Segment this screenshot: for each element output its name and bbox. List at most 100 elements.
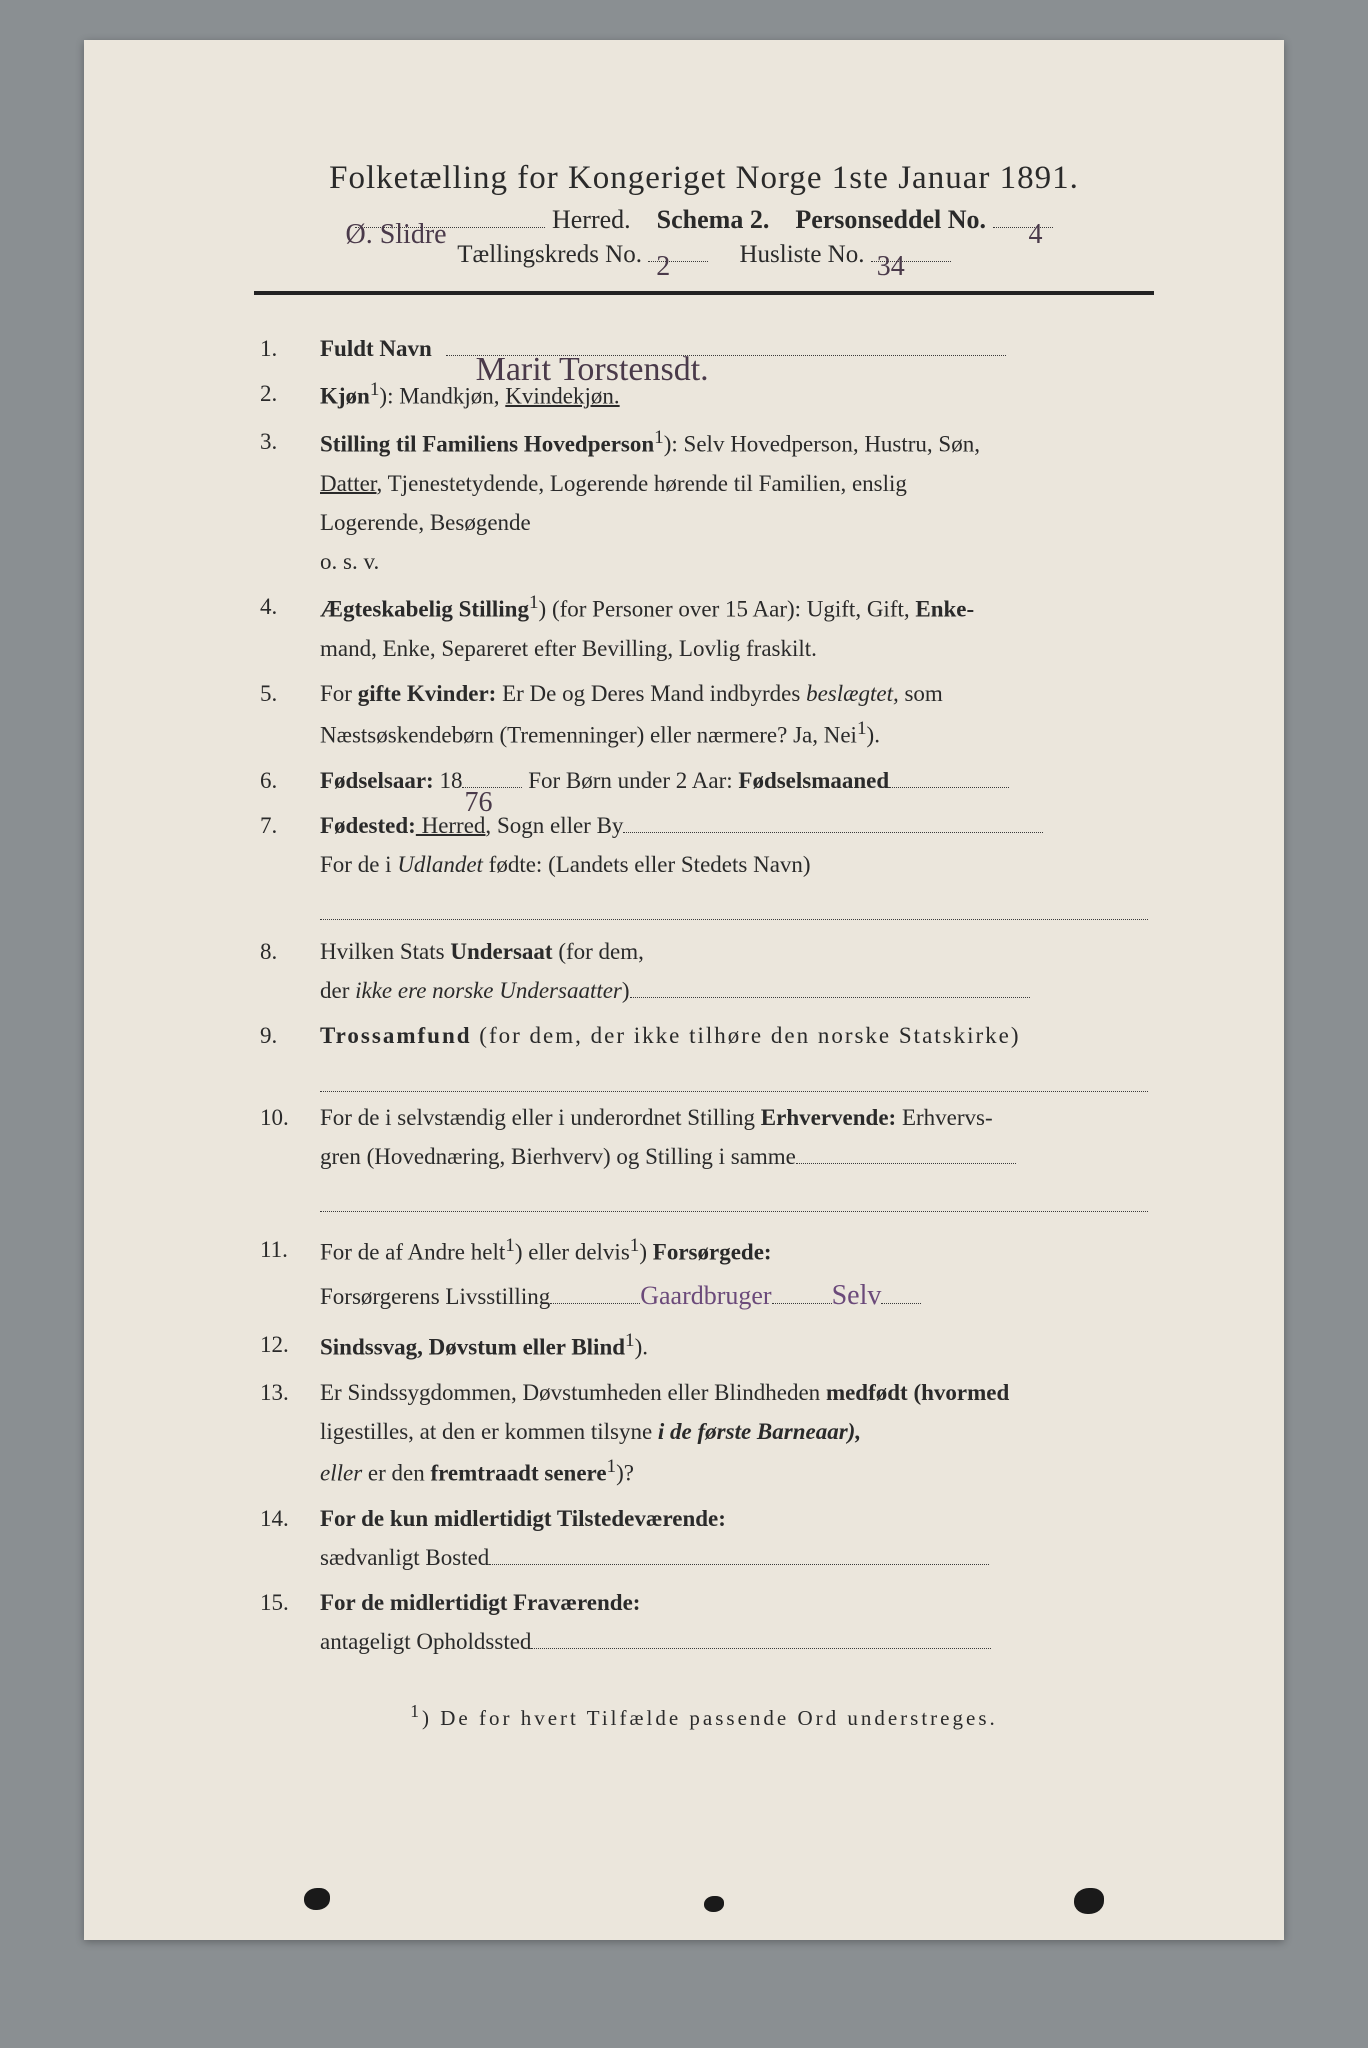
text-7c: Sogn eller By [491, 813, 623, 838]
text-13e: eller [320, 1461, 362, 1486]
item-15: 15. For de midlertidigt Fraværende: anta… [260, 1583, 1148, 1661]
taellingskreds-no: 2 [656, 251, 670, 283]
dots-7 [320, 888, 1148, 920]
name-handwritten: Marit Torstensdt. [476, 341, 709, 399]
text-8c: (for dem, [553, 939, 644, 964]
text-11d: Forsørgede: [653, 1240, 772, 1265]
label-kjon: Kjøn [320, 384, 370, 409]
text-13c: ligestilles, at den er kommen tilsyne [320, 1419, 658, 1444]
num-6: 6. [260, 761, 320, 800]
forsorger-hand2: Selv [832, 1272, 882, 1320]
text-4c: Enke- [915, 597, 974, 622]
num-2: 2. [260, 374, 320, 413]
text-5b: gifte Kvinder: [358, 681, 497, 706]
dots-10 [320, 1180, 1148, 1212]
label-fuldt-navn: Fuldt Navn [320, 336, 432, 361]
num-5: 5. [260, 674, 320, 713]
text-14b: sædvanligt Bosted [320, 1545, 489, 1570]
text-8a: Hvilken Stats [320, 939, 450, 964]
text-4d: mand, Enke, Separeret efter Bevilling, L… [320, 636, 817, 661]
personseddel-label: Personseddel No. [795, 205, 986, 234]
form-body: 1. Fuldt Navn Marit Torstensdt. 2. Kjøn1… [254, 329, 1154, 1661]
text-4b: ) (for Personer over 15 Aar): Ugift, Gif… [539, 597, 916, 622]
item-8: 8. Hvilken Stats Undersaat (for dem, der… [260, 932, 1148, 1010]
text-13h: )? [616, 1461, 634, 1486]
num-14: 14. [260, 1499, 320, 1538]
census-form-page: Folketælling for Kongeriget Norge 1ste J… [84, 40, 1284, 1940]
sup-12: 1 [625, 1330, 635, 1351]
label-stilling: Stilling til Familiens Hovedperson [320, 432, 654, 457]
divider [254, 291, 1154, 295]
text-10c: Erhvervs- [896, 1105, 992, 1130]
form-title: Folketælling for Kongeriget Norge 1ste J… [254, 160, 1154, 197]
datter-underlined: Datter, [320, 471, 382, 496]
item-11: 11. For de af Andre helt1) eller delvis1… [260, 1230, 1148, 1319]
text-8f: ) [622, 978, 630, 1003]
label-14: For de kun midlertidigt Tilstedeværende: [320, 1506, 726, 1531]
schema-label: Schema 2. [657, 205, 770, 234]
text-8e: ikke ere norske Undersaatter [355, 978, 622, 1003]
text-11b: ) eller delvis [515, 1240, 630, 1265]
sup-2: 1 [370, 379, 380, 400]
label-trossamfund: Trossamfund [320, 1023, 472, 1048]
item-1: 1. Fuldt Navn Marit Torstensdt. [260, 329, 1148, 368]
item-12: 12. Sindssvag, Døvstum eller Blind1). [260, 1325, 1148, 1367]
text-7e: Udlandet [397, 852, 483, 877]
herred-label: Herred. [552, 205, 631, 234]
text-3b: ): Selv Hovedperson, Hustru, Søn, [664, 432, 980, 457]
text-3e: Logerende, Besøgende [320, 510, 531, 535]
text-6b: 18 [434, 768, 463, 793]
num-7: 7. [260, 806, 320, 845]
text-15b: antageligt Opholdssted [320, 1629, 531, 1654]
num-12: 12. [260, 1325, 320, 1364]
year-hand: 76 [464, 779, 492, 827]
item-7: 7. Fødested: Herred, Sogn eller By For d… [260, 806, 1148, 920]
text-6c: For Børn under 2 Aar: [522, 768, 738, 793]
item-5: 5. For gifte Kvinder: Er De og Deres Man… [260, 674, 1148, 755]
text-11a: For de af Andre helt [320, 1240, 505, 1265]
text-10b: Erhvervende: [761, 1105, 896, 1130]
ink-blot [704, 1896, 724, 1912]
num-8: 8. [260, 932, 320, 971]
label-sindssvag: Sindssvag, Døvstum eller Blind [320, 1335, 625, 1360]
header-row-1: Ø. Slidre Herred. Schema 2. Personseddel… [254, 205, 1154, 235]
dots-9 [320, 1059, 1148, 1091]
num-4: 4. [260, 587, 320, 626]
text-3f: o. s. v. [320, 549, 379, 574]
num-3: 3. [260, 422, 320, 461]
ink-blot [304, 1888, 330, 1910]
text-7d: For de i [320, 852, 397, 877]
sup-11a: 1 [505, 1235, 515, 1256]
num-1: 1. [260, 329, 320, 368]
num-13: 13. [260, 1373, 320, 1412]
item-9: 9. Trossamfund (for dem, der ikke tilhør… [260, 1016, 1148, 1091]
text-8b: Undersaat [450, 939, 552, 964]
text-10a: For de i selvstændig eller i underordnet… [320, 1105, 761, 1130]
sup-13: 1 [607, 1456, 617, 1477]
footnote-sup: 1 [410, 1701, 422, 1721]
sup-3: 1 [654, 427, 664, 448]
label-15: For de midlertidigt Fraværende: [320, 1590, 640, 1615]
item-3: 3. Stilling til Familiens Hovedperson1):… [260, 422, 1148, 581]
num-15: 15. [260, 1583, 320, 1622]
ink-blot [1074, 1888, 1104, 1914]
item-6: 6. Fødselsaar: 1876 For Børn under 2 Aar… [260, 761, 1148, 800]
num-11: 11. [260, 1230, 320, 1269]
num-9: 9. [260, 1016, 320, 1055]
sup-4: 1 [529, 592, 539, 613]
text-10d: gren (Hovednæring, Bierhverv) og Stillin… [320, 1144, 796, 1169]
text-5f: Næstsøskendebørn (Tremenninger) eller næ… [320, 722, 857, 747]
text-6d: Fødselsmaaned [738, 768, 889, 793]
item-10: 10. For de i selvstændig eller i underor… [260, 1098, 1148, 1212]
taellingskreds-label: Tællingskreds No. [457, 241, 642, 268]
text-11e: Forsørgerens Livsstilling [320, 1284, 550, 1309]
header-row-2: Tællingskreds No. 2 Husliste No. 34 [254, 241, 1154, 269]
label-fodselsaar: Fødselsaar: [320, 768, 434, 793]
item-13: 13. Er Sindssygdommen, Døvstumheden elle… [260, 1373, 1148, 1493]
husliste-label: Husliste No. [739, 241, 864, 268]
text-13b: medfødt (hvormed [826, 1380, 1009, 1405]
text-8d: der [320, 978, 355, 1003]
text-11c: ) [639, 1240, 652, 1265]
item-4: 4. Ægteskabelig Stilling1) (for Personer… [260, 587, 1148, 668]
text-5g: ). [867, 722, 880, 747]
